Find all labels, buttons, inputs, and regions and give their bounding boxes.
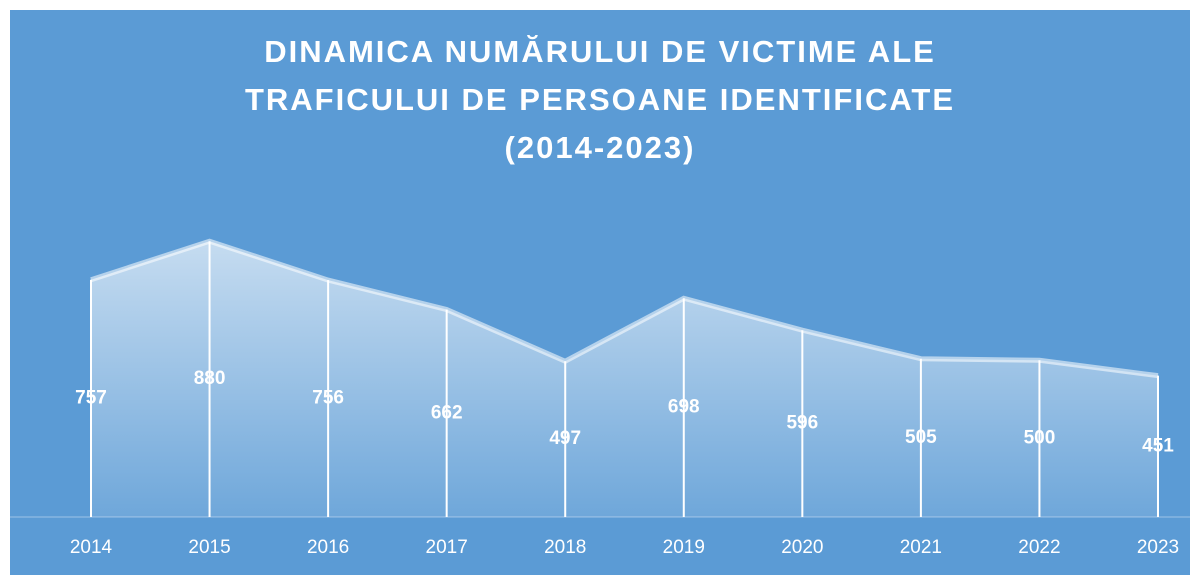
x-tick-label: 2021 bbox=[900, 537, 942, 558]
x-tick-label: 2018 bbox=[544, 537, 586, 558]
area-edge bbox=[90, 238, 1159, 379]
x-tick-label: 2014 bbox=[70, 537, 113, 558]
chart-title: DINAMICA NUMĂRULUI DE VICTIME ALE TRAFIC… bbox=[244, 34, 956, 165]
x-tick-label: 2020 bbox=[781, 537, 823, 558]
data-label: 662 bbox=[431, 402, 463, 423]
data-label: 596 bbox=[786, 413, 818, 434]
data-label: 757 bbox=[75, 387, 107, 408]
x-tick-label: 2019 bbox=[663, 537, 705, 558]
x-tick-label: 2022 bbox=[1018, 537, 1060, 558]
data-label: 451 bbox=[1142, 435, 1174, 456]
area bbox=[91, 241, 1158, 517]
data-label: 497 bbox=[549, 428, 581, 449]
x-tick-label: 2023 bbox=[1137, 537, 1179, 558]
data-label: 500 bbox=[1024, 428, 1056, 449]
x-tick-label: 2015 bbox=[188, 537, 230, 558]
x-tick-label: 2017 bbox=[426, 537, 468, 558]
data-label: 698 bbox=[668, 397, 700, 418]
data-label: 505 bbox=[905, 427, 937, 448]
data-label: 756 bbox=[312, 388, 344, 409]
data-label: 880 bbox=[194, 368, 226, 389]
x-tick-label: 2016 bbox=[307, 537, 349, 558]
